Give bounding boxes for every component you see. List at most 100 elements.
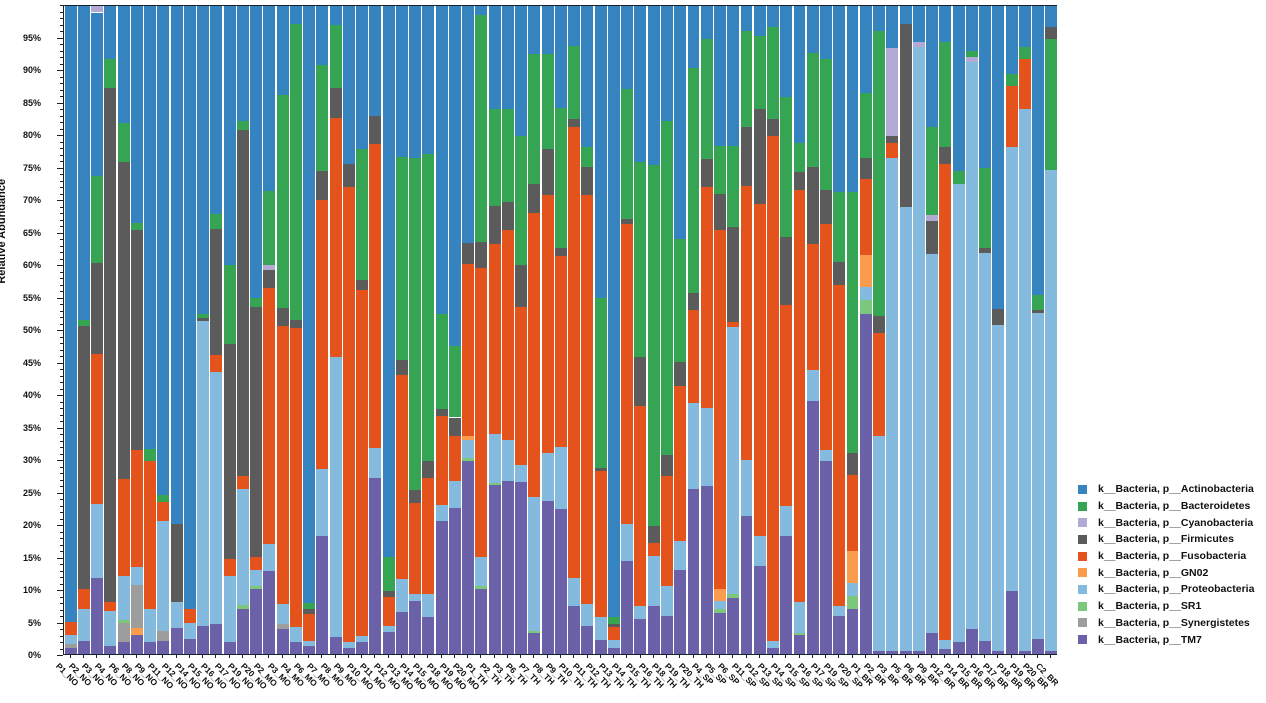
segment-fus	[223, 558, 236, 577]
segment-tm7	[581, 625, 594, 654]
legend-label: k__Bacteria, p__SR1	[1098, 600, 1202, 613]
x-tick-label-P19_NO: P19_NO	[225, 661, 256, 692]
segment-bac	[833, 192, 846, 262]
segment-pro	[130, 566, 143, 585]
segment-act	[303, 6, 316, 604]
segment-fir	[210, 228, 223, 356]
x-tick-label-P11_SP: P11_SP	[729, 661, 759, 690]
bar-P17_BR	[992, 6, 1005, 654]
bar-P19_TH	[674, 6, 687, 654]
legend-label: k__Bacteria, p__Synergistetes	[1098, 616, 1250, 629]
y-tick-label: 35%	[22, 422, 41, 433]
x-tick-label-P7_TH: P7_TH	[517, 661, 544, 687]
legend-swatch-tm7	[1078, 635, 1087, 645]
segment-bac	[250, 297, 263, 308]
segment-fir	[674, 361, 687, 387]
x-tick-label-P8_TH: P8_TH	[530, 661, 557, 687]
segment-fir	[806, 167, 819, 244]
y-minor-tick	[60, 583, 63, 585]
y-minor-tick	[60, 382, 63, 383]
segment-fus	[263, 287, 276, 544]
segment-fir	[448, 417, 461, 437]
x-tick-label-P16_SP: P16_SP	[795, 661, 825, 691]
x-tick-label-P15_TH: P15_TH	[623, 661, 653, 691]
y-major-tick	[57, 655, 63, 656]
segment-pro	[979, 252, 992, 642]
bar-P1_NO	[64, 6, 77, 654]
x-tick-label-P14_SP: P14_SP	[769, 661, 799, 691]
segment-pro	[740, 459, 753, 516]
y-minor-tick	[60, 271, 63, 273]
segment-fus	[541, 195, 554, 454]
segment-tm7	[422, 617, 435, 654]
x-tick	[202, 655, 204, 658]
bar-P3_NO	[91, 6, 104, 654]
bar-P16_BR	[979, 6, 992, 654]
segment-pro	[939, 640, 952, 649]
segment-fus	[183, 609, 196, 623]
segment-act	[528, 6, 541, 54]
segment-act	[117, 6, 130, 123]
segment-bac	[157, 495, 170, 502]
segment-tm7	[223, 642, 236, 654]
segment-bac	[740, 31, 753, 128]
segment-bac	[594, 298, 607, 469]
segment-act	[740, 6, 753, 32]
segment-pro	[91, 504, 104, 578]
y-tick-label: 55%	[22, 292, 41, 303]
x-tick-label-P6_NO: P6_NO	[106, 661, 134, 688]
segment-pro	[846, 582, 859, 597]
x-tick	[560, 655, 561, 658]
segment-pro	[210, 372, 223, 625]
y-minor-tick	[60, 421, 63, 422]
y-minor-tick	[60, 401, 63, 403]
y-minor-tick	[60, 128, 63, 130]
segment-fir	[395, 359, 408, 375]
y-major-tick	[57, 427, 63, 429]
segment-pro	[276, 604, 289, 625]
segment-cya	[926, 214, 939, 222]
segment-act	[462, 6, 475, 243]
x-tick	[347, 655, 349, 658]
legend-swatch-fir	[1078, 534, 1087, 544]
y-tick-label: 0%	[27, 650, 41, 660]
segment-tm7	[488, 484, 501, 654]
segment-fus	[727, 322, 740, 327]
segment-act	[767, 6, 779, 28]
segment-pro	[820, 449, 832, 461]
y-minor-tick	[60, 434, 63, 435]
x-tick-label-C2_BR: C2_BR	[1034, 661, 1062, 688]
segment-tm7	[1032, 639, 1045, 654]
segment-fir	[767, 118, 779, 136]
y-tick-label: 90%	[22, 65, 41, 75]
segment-fir	[289, 320, 302, 329]
segment-fir	[714, 193, 726, 231]
segment-tm7	[475, 589, 488, 654]
x-tick-label-P4_MO: P4_MO	[278, 661, 307, 689]
legend-item-fir: k__Bacteria, p__Firmicutes	[1078, 531, 1264, 548]
segment-fus	[700, 186, 713, 408]
segment-act	[104, 6, 117, 59]
y-minor-tick	[60, 291, 63, 292]
y-tick-label: 30%	[22, 455, 41, 465]
legend-label: k__Bacteria, p__Firmicutes	[1098, 533, 1234, 546]
x-tick	[255, 655, 257, 658]
segment-pro	[767, 641, 779, 648]
segment-fir	[117, 161, 130, 480]
segment-act	[806, 6, 819, 53]
segment-tm7	[886, 650, 899, 654]
segment-fus	[873, 333, 885, 437]
segment-fus	[515, 306, 528, 465]
segment-tm7	[64, 647, 77, 654]
x-tick-label-P11_NO: P11_NO	[146, 661, 177, 691]
x-tick	[546, 655, 548, 658]
segment-fus	[369, 144, 382, 448]
x-tick	[573, 655, 575, 658]
bar-P16_NO	[210, 6, 223, 654]
legend: k__Bacteria, p__Actinobacteria k__Bacteri…	[1078, 481, 1264, 648]
segment-pro	[886, 158, 899, 651]
segment-cya	[91, 6, 104, 13]
x-tick	[652, 655, 654, 658]
segment-act	[422, 6, 435, 154]
x-tick	[838, 655, 840, 658]
